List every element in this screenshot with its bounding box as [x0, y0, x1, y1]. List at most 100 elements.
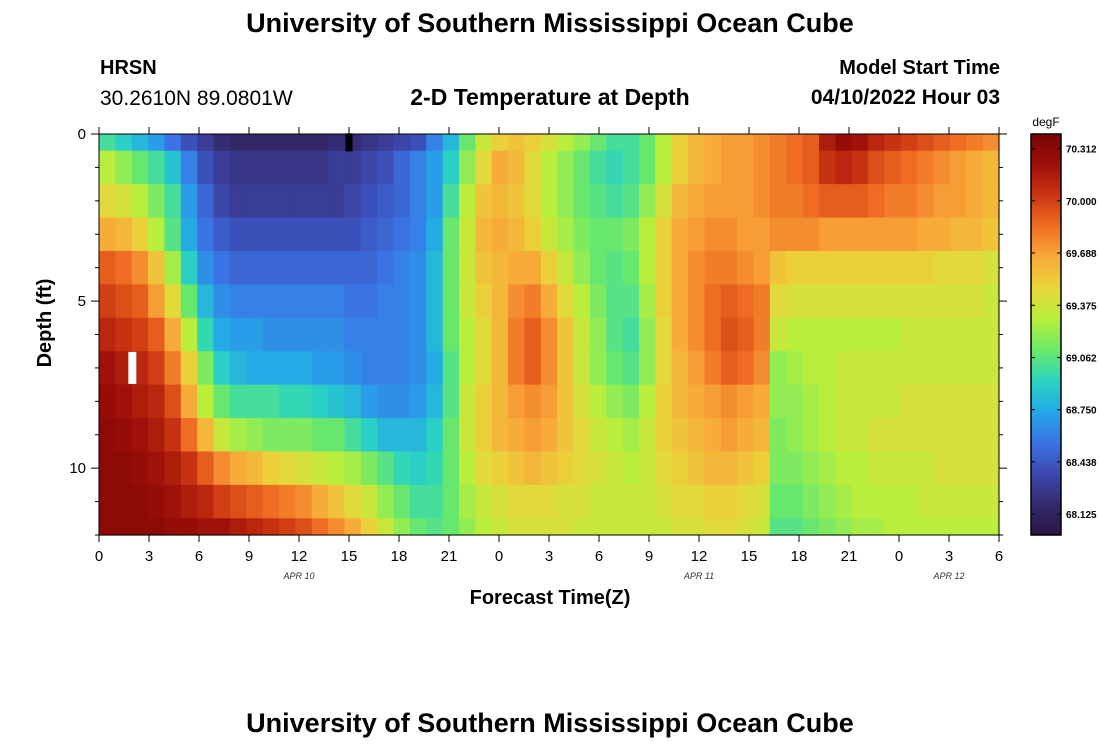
- heatmap-cell: [982, 351, 1000, 386]
- colorbar-unit: degF: [1032, 115, 1059, 129]
- heatmap-cell: [557, 317, 575, 352]
- heatmap-cell: [508, 184, 526, 219]
- heatmap-cell: [148, 484, 166, 519]
- heatmap-cell: [884, 418, 902, 453]
- heatmap-cell: [769, 418, 787, 453]
- heatmap-cell: [639, 217, 656, 252]
- heatmap-cell: [606, 184, 624, 219]
- heatmap-cell: [786, 451, 804, 486]
- x-tick-label: 0: [895, 548, 903, 565]
- heatmap-cell: [688, 217, 706, 252]
- heatmap-cell: [442, 150, 460, 185]
- heatmap-cell: [769, 384, 787, 419]
- heatmap-cell: [491, 451, 509, 486]
- heatmap-cell: [99, 518, 116, 536]
- heatmap-cell: [459, 384, 476, 419]
- heatmap-cell: [671, 250, 689, 285]
- heatmap-cell: [131, 518, 149, 536]
- heatmap-cell: [900, 184, 918, 219]
- heatmap-cell: [426, 250, 444, 285]
- heatmap-cell: [131, 317, 149, 352]
- footer-title: University of Southern Mississippi Ocean…: [246, 708, 854, 738]
- heatmap-cell: [851, 351, 869, 386]
- heatmap-cell: [802, 451, 820, 486]
- heatmap-cell: [213, 384, 231, 419]
- heatmap-cell: [933, 418, 951, 453]
- heatmap-cell: [148, 384, 166, 419]
- heatmap-cell: [606, 351, 624, 386]
- heatmap-cell: [115, 317, 133, 352]
- heatmap-cell: [917, 451, 935, 486]
- heatmap-cell: [426, 317, 444, 352]
- heatmap-cell: [524, 317, 542, 352]
- heatmap-cell: [164, 284, 182, 319]
- heatmap-cell: [377, 250, 395, 285]
- heatmap-cell: [524, 217, 542, 252]
- heatmap-cell: [622, 317, 640, 352]
- heatmap-cell: [933, 451, 951, 486]
- heatmap-cell: [491, 150, 509, 185]
- heatmap-cell: [344, 217, 362, 252]
- heatmap-cell: [819, 134, 836, 152]
- heatmap-cell: [639, 250, 656, 285]
- heatmap-cell: [295, 451, 313, 486]
- heatmap-cell: [213, 451, 231, 486]
- x-tick-label: 18: [791, 548, 808, 565]
- heatmap-cell: [99, 184, 116, 219]
- heatmap-cell: [540, 384, 558, 419]
- heatmap-cell: [115, 518, 133, 536]
- heatmap-cell: [262, 418, 280, 453]
- heatmap-cell: [344, 418, 362, 453]
- heatmap-cell: [164, 184, 182, 219]
- heatmap-cell: [540, 518, 558, 536]
- heatmap-cell: [508, 418, 526, 453]
- heatmap-cell: [328, 451, 346, 486]
- heatmap-cell: [704, 150, 722, 185]
- heatmap-cell: [131, 250, 149, 285]
- heatmap-cell: [720, 150, 738, 185]
- heatmap-cell: [884, 384, 902, 419]
- heatmap-cell: [655, 384, 673, 419]
- heatmap-cell: [868, 250, 886, 285]
- heatmap-cell: [508, 451, 526, 486]
- heatmap-cell: [933, 518, 951, 536]
- heatmap-cell: [99, 451, 116, 486]
- heatmap-cell: [491, 484, 509, 519]
- heatmap-cell: [573, 184, 591, 219]
- heatmap-cell: [279, 284, 296, 319]
- heatmap-cell: [524, 184, 542, 219]
- x-tick-label: 9: [645, 548, 653, 565]
- heatmap-cell: [655, 351, 673, 386]
- heatmap-cell: [704, 484, 722, 519]
- heatmap-cell: [982, 518, 1000, 536]
- heatmap-cell: [180, 217, 198, 252]
- heatmap-cell: [851, 284, 869, 319]
- heatmap-cell: [802, 484, 820, 519]
- heatmap-cell: [475, 284, 493, 319]
- heatmap-cell: [966, 518, 984, 536]
- heatmap-cell: [704, 451, 722, 486]
- heatmap-cell: [769, 317, 787, 352]
- heatmap-cell: [491, 418, 509, 453]
- heatmap-cell: [360, 184, 378, 219]
- heatmap-cell: [246, 351, 264, 386]
- heatmap-cell: [475, 451, 493, 486]
- heatmap-cell: [115, 384, 133, 419]
- heatmap-cell: [491, 134, 509, 152]
- heatmap-cell: [442, 484, 460, 519]
- heatmap-cell: [622, 217, 640, 252]
- heatmap-cell: [557, 484, 575, 519]
- page-title: University of Southern Mississippi Ocean…: [246, 8, 854, 38]
- heatmap-cell: [295, 351, 313, 386]
- heatmap-cell: [328, 351, 346, 386]
- heatmap-cell: [180, 518, 198, 536]
- colorbar-tick-label: 68.125: [1066, 510, 1097, 521]
- x-tick-label: 12: [291, 548, 308, 565]
- heatmap-cell: [426, 284, 444, 319]
- heatmap-cell: [786, 184, 804, 219]
- heatmap-cell: [802, 317, 820, 352]
- heatmap-cell: [966, 284, 984, 319]
- heatmap-cell: [868, 184, 886, 219]
- heatmap-cell: [409, 250, 427, 285]
- heatmap-cell: [426, 351, 444, 386]
